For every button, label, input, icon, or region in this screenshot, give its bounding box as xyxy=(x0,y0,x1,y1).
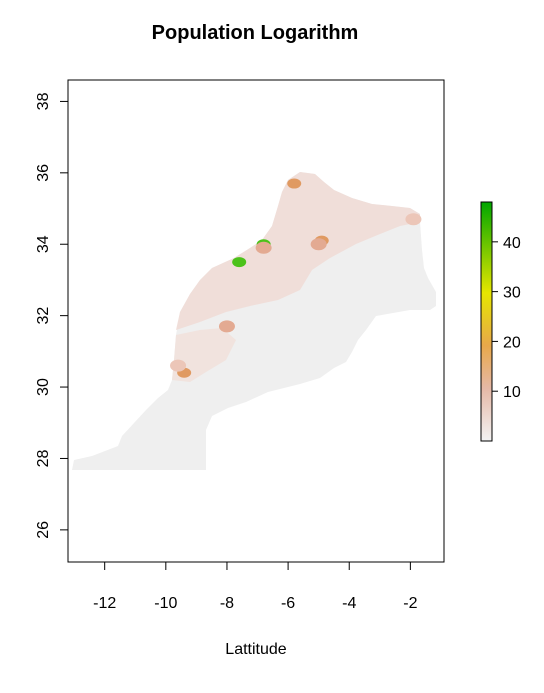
legend-tick-label: 10 xyxy=(503,384,521,401)
legend-colorbar xyxy=(480,201,493,442)
region-hotspot xyxy=(232,257,247,268)
legend-tick-label: 40 xyxy=(503,235,521,252)
y-tick-label: 26 xyxy=(35,521,52,539)
x-tick-label: -6 xyxy=(281,595,295,612)
region-hotspot xyxy=(287,178,302,189)
y-tick-label: 36 xyxy=(35,164,52,182)
y-tick-label: 28 xyxy=(35,449,52,467)
x-tick-label: -4 xyxy=(342,595,356,612)
region-southwest xyxy=(172,328,236,382)
x-tick-label: -8 xyxy=(220,595,234,612)
x-tick-label: -2 xyxy=(403,595,417,612)
region-hotspot xyxy=(405,213,422,226)
region-hotspot xyxy=(310,238,327,251)
legend-tick-label: 20 xyxy=(503,334,521,351)
region-hotspot xyxy=(170,359,187,372)
x-tick-label: -12 xyxy=(93,595,116,612)
x-tick-label: -10 xyxy=(154,595,177,612)
y-tick-label: 38 xyxy=(35,92,52,110)
region-hotspot xyxy=(255,241,272,254)
x-axis-title: Lattitude xyxy=(225,641,286,658)
region-north xyxy=(176,172,420,330)
region-hotspot xyxy=(218,320,235,333)
y-tick-label: 30 xyxy=(35,378,52,396)
y-tick-label: 32 xyxy=(35,307,52,325)
y-tick-label: 34 xyxy=(35,235,52,253)
chart-title: Population Logarithm xyxy=(151,22,359,44)
legend-tick-label: 30 xyxy=(503,285,521,302)
